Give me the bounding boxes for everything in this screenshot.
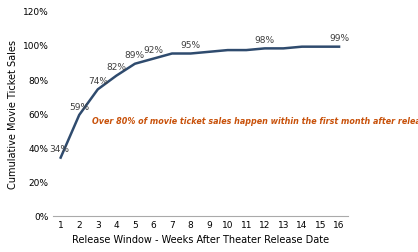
- Text: 99%: 99%: [329, 34, 349, 43]
- Y-axis label: Cumulative Movie Ticket Sales: Cumulative Movie Ticket Sales: [8, 40, 18, 188]
- Text: 34%: 34%: [49, 145, 69, 154]
- Text: 95%: 95%: [181, 41, 201, 50]
- Text: 89%: 89%: [125, 51, 145, 60]
- Text: Over 80% of movie ticket sales happen within the first month after release!: Over 80% of movie ticket sales happen wi…: [92, 116, 418, 125]
- Text: 74%: 74%: [88, 77, 108, 86]
- Text: 59%: 59%: [69, 102, 89, 111]
- Text: 98%: 98%: [255, 36, 275, 45]
- Text: 92%: 92%: [143, 46, 163, 55]
- X-axis label: Release Window - Weeks After Theater Release Date: Release Window - Weeks After Theater Rel…: [72, 234, 329, 244]
- Text: 82%: 82%: [106, 63, 126, 72]
